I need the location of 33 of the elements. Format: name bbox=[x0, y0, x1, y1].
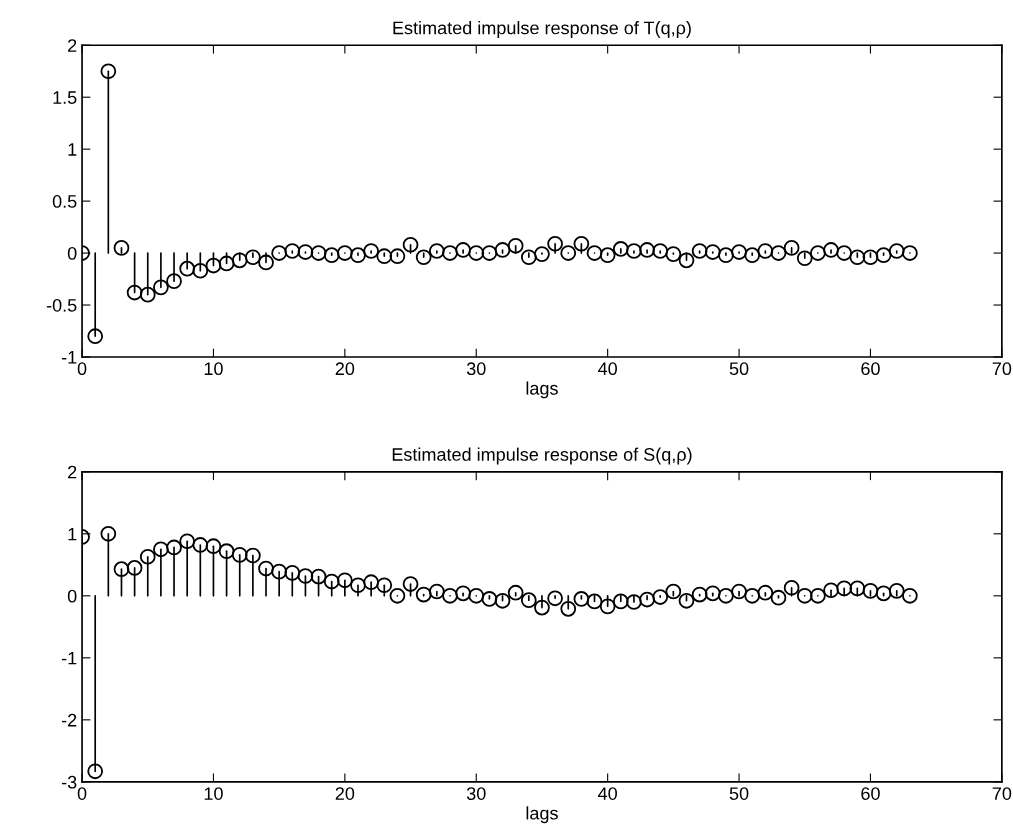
x-tick-label: 40 bbox=[598, 362, 617, 376]
y-tick-label: -2 bbox=[61, 713, 77, 727]
x-tick-label: 30 bbox=[466, 362, 486, 376]
y-tick-label: -1 bbox=[61, 351, 77, 364]
y-tick-label: 1 bbox=[68, 143, 77, 156]
x-tick-label: 70 bbox=[992, 362, 1012, 376]
x-tick-label: 30 bbox=[466, 787, 486, 800]
x-tick-label: 20 bbox=[335, 362, 355, 376]
y-tick-label: 2 bbox=[68, 465, 77, 479]
x-tick-label: 10 bbox=[204, 787, 223, 800]
x-tick-label: 20 bbox=[335, 787, 355, 800]
y-tick-label: 1.5 bbox=[53, 91, 77, 104]
y-tick-label: 0 bbox=[67, 247, 77, 260]
y-tick-label: -3 bbox=[61, 775, 77, 789]
x-tick-label: 60 bbox=[861, 787, 880, 800]
y-tick-label: 0.5 bbox=[52, 195, 77, 208]
y-tick-label: 1 bbox=[68, 527, 77, 541]
y-tick-label: -1 bbox=[61, 651, 77, 665]
y-tick-label: -0.5 bbox=[46, 298, 77, 312]
x-axis-title: lags bbox=[526, 381, 558, 399]
x-axis-title: lags bbox=[526, 806, 558, 824]
x-tick-label: 0 bbox=[77, 362, 87, 376]
y-tick-label: 2 bbox=[68, 39, 77, 52]
y-tick-label: 0 bbox=[67, 589, 77, 603]
x-tick-label: 70 bbox=[992, 787, 1012, 800]
x-tick-label: 50 bbox=[729, 362, 749, 376]
x-tick-label: 60 bbox=[861, 362, 880, 376]
x-tick-label: 50 bbox=[729, 787, 749, 800]
x-tick-label: 10 bbox=[204, 362, 223, 376]
x-tick-label: 0 bbox=[77, 787, 87, 800]
x-tick-label: 40 bbox=[598, 787, 617, 800]
chart-title: Estimated impulse response of T(q,ρ) bbox=[393, 21, 691, 38]
chart-title: Estimated impulse response of S(q,ρ) bbox=[392, 447, 692, 465]
